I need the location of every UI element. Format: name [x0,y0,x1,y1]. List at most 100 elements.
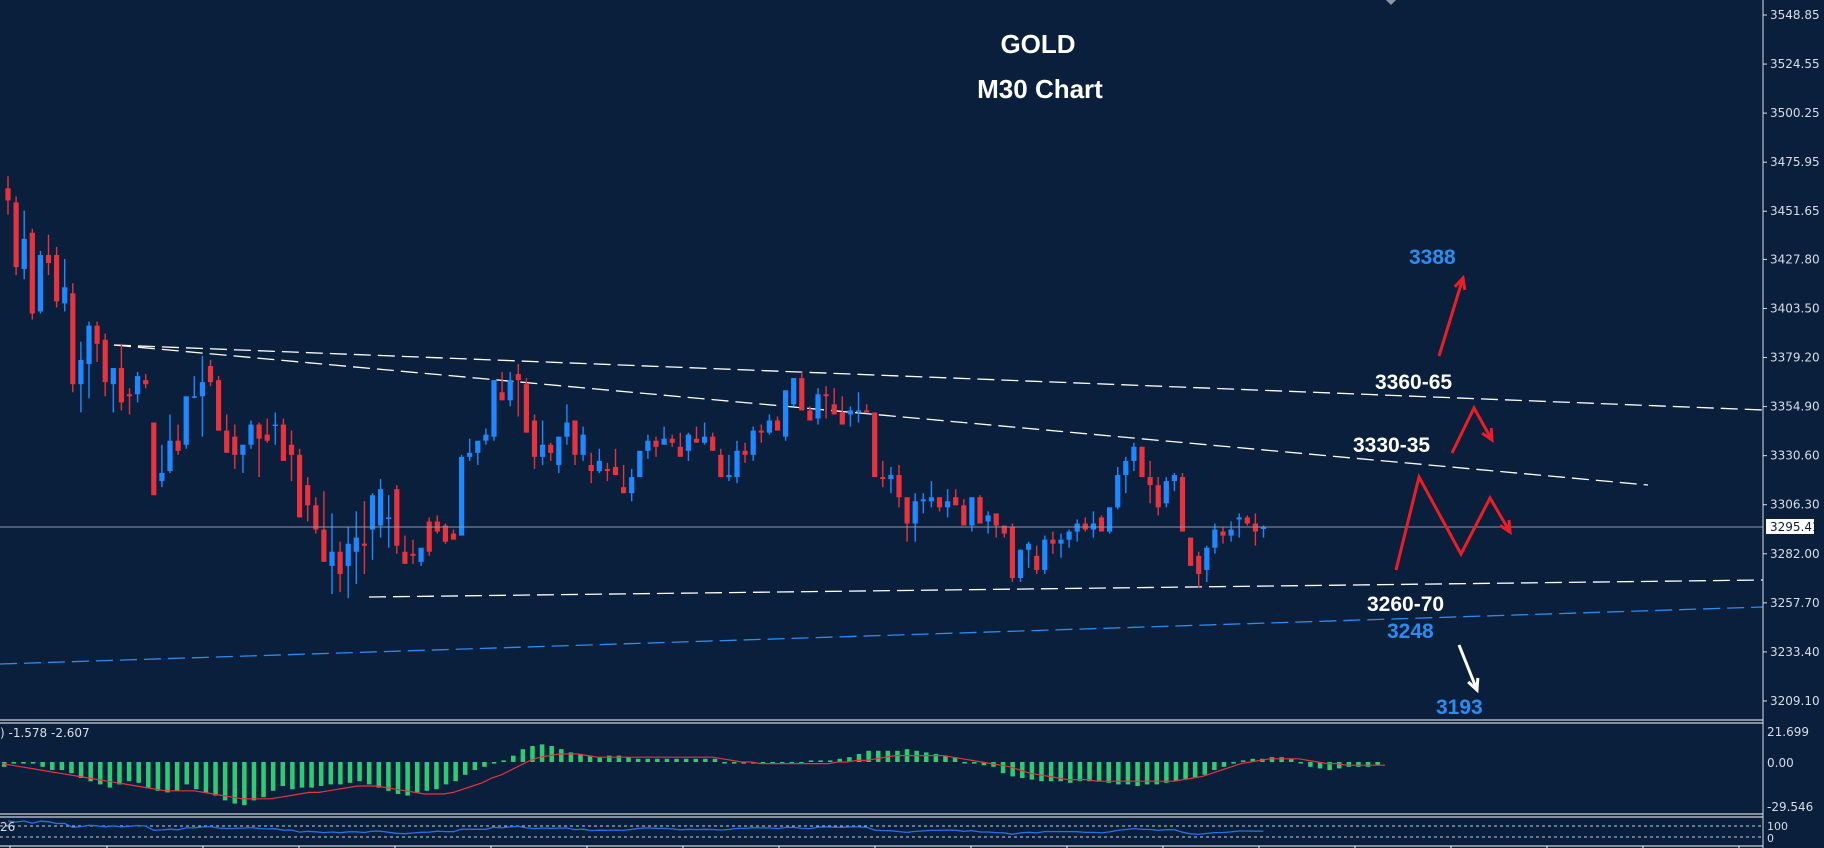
candle [126,388,133,415]
candle [1115,466,1121,510]
macd-bar [30,762,36,764]
candle [507,372,513,407]
macd-bar [655,758,660,762]
candle [1107,507,1113,534]
candle [912,493,918,542]
blue-support-trendline[interactable] [0,606,1764,665]
chart-shift-marker-icon[interactable] [1386,0,1396,5]
macd-bar [1096,762,1102,782]
candle [531,414,538,469]
macd-bar [674,758,679,762]
candle [199,355,205,437]
macd-bar [1279,757,1284,762]
candle [928,481,934,508]
candle [783,390,789,441]
macd-bar [309,762,314,788]
macd-bar [434,762,439,790]
candle [693,426,700,443]
candle [410,539,416,564]
candle [459,454,465,536]
macd-bar [11,762,17,764]
macd-bar [818,760,823,762]
upper-resistance-trendline[interactable] [113,344,1764,411]
candle [742,442,748,463]
candle [596,448,602,474]
macd-bar [194,762,199,790]
candle [604,462,610,482]
candle [361,501,367,574]
macd-bar [21,762,26,764]
macd-bar [1346,762,1352,767]
candle [45,234,52,276]
macd-bar [559,749,564,762]
candle [1123,456,1129,494]
macd-bar [597,757,602,762]
candle [872,412,878,478]
macd-bar [568,752,574,762]
macd-bar [117,762,122,785]
macd-bar [165,762,170,793]
macd-bar [587,755,593,762]
macd-bar [491,762,497,764]
macd-bar [1288,758,1294,762]
candle [475,440,481,465]
macd-bar [943,755,948,762]
candle [1034,545,1040,574]
candle [248,420,254,449]
price-annotations: 3388 3360-65 3330-35 3260-70 3248 3193 [1353,246,1483,719]
macd-bar [511,755,516,762]
candle [191,376,197,399]
candle [831,388,837,415]
osc-axis-100: 100 [1767,820,1788,833]
macd-bar [232,762,237,804]
candle [402,535,408,564]
oscillator-line-path [7,820,1264,836]
macd-bar [607,755,612,762]
macd-bar [914,750,919,762]
candlesticks [5,176,1267,599]
macd-bar [1135,762,1140,786]
candle [1139,446,1145,478]
candle [661,426,667,445]
candle [847,406,853,427]
candle [159,444,165,488]
forecast-arrow-icon [1457,644,1479,691]
candle [612,448,619,476]
macd-bar [933,754,939,762]
macd-bar [155,762,161,791]
lower-support-trendline[interactable] [368,579,1764,598]
candle [386,495,392,548]
macd-bar [270,762,276,791]
price-axis[interactable]: 3548.85 3524.55 3500.25 3475.95 3451.65 3427.… [1763,8,1820,708]
macd-bar [1250,758,1256,762]
candle [288,430,295,482]
mid-resistance-trendline[interactable] [113,344,1649,486]
macd-bar [847,757,852,762]
macd-bar [1308,762,1313,767]
candle [1171,473,1177,492]
macd-bar [895,750,900,762]
trendlines[interactable] [0,344,1764,665]
candle [969,497,975,532]
candle [232,424,238,469]
candle [135,372,141,403]
macd-bar [1077,762,1083,782]
macd-bar [203,762,209,793]
candle [5,176,11,215]
candle [37,250,43,314]
macd-bar [664,758,670,762]
macd-bar [1029,762,1035,780]
macd-bar [222,762,228,801]
candle [945,489,951,518]
macd-bar [347,762,353,783]
candle [839,396,845,425]
candle [1131,442,1137,471]
candle [936,497,943,512]
macd-bar [875,750,881,762]
candle [272,412,278,445]
macd-bar [338,762,343,785]
macd-bar [712,758,718,762]
macd-bar [146,762,151,788]
macd-bar [1048,762,1054,782]
